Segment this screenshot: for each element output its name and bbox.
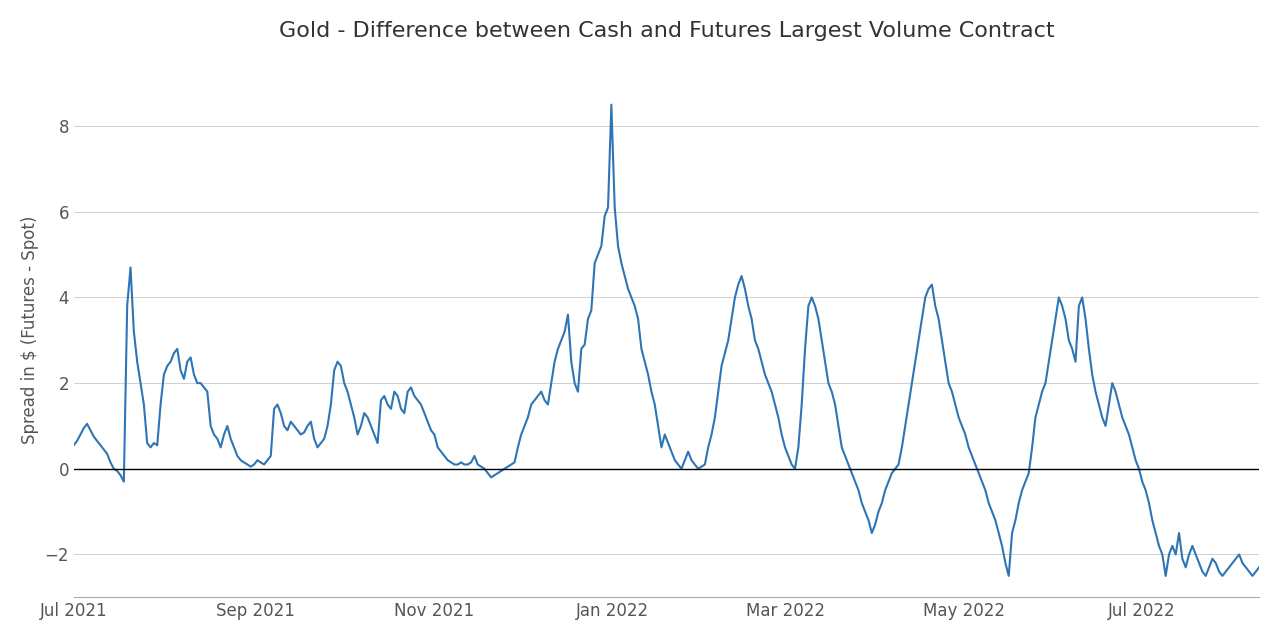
Title: Gold - Difference between Cash and Futures Largest Volume Contract: Gold - Difference between Cash and Futur… — [279, 21, 1055, 41]
Y-axis label: Spread in $ (Futures - Spot): Spread in $ (Futures - Spot) — [20, 215, 38, 444]
